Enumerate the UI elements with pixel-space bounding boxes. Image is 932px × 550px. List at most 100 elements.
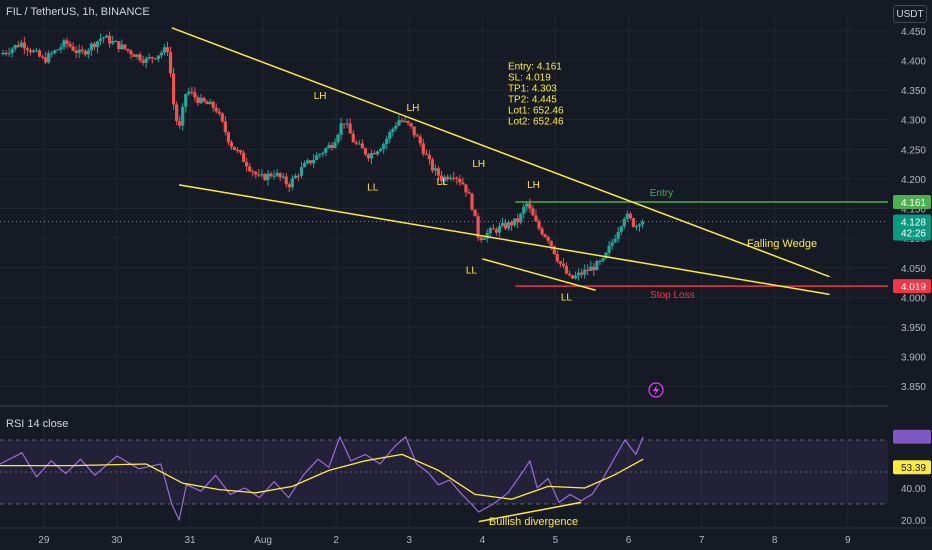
candle bbox=[449, 177, 453, 180]
candle bbox=[34, 50, 39, 52]
time-axis-tick: Aug bbox=[254, 535, 272, 546]
candle bbox=[25, 48, 30, 51]
time-axis-tick: 6 bbox=[626, 535, 632, 546]
candle bbox=[10, 48, 14, 54]
candle bbox=[561, 263, 565, 266]
candle bbox=[126, 48, 130, 51]
wedge-line bbox=[178, 184, 830, 296]
candle bbox=[628, 213, 632, 219]
candle bbox=[403, 120, 407, 122]
candle bbox=[156, 55, 160, 59]
stop-price-tag-text: 4.019 bbox=[901, 282, 926, 293]
rsi-axis-tick: 20.00 bbox=[901, 516, 926, 527]
lightning-icon[interactable] bbox=[648, 382, 664, 398]
candle bbox=[333, 142, 337, 148]
candle bbox=[604, 252, 608, 259]
candle bbox=[141, 60, 145, 63]
candle bbox=[433, 168, 438, 171]
candle bbox=[427, 154, 431, 160]
candle bbox=[573, 275, 578, 279]
candle bbox=[640, 221, 645, 225]
candle bbox=[586, 269, 590, 271]
currency-button[interactable]: USDT bbox=[893, 5, 927, 23]
time-axis-bg bbox=[0, 528, 932, 550]
candle bbox=[528, 203, 532, 209]
candle bbox=[552, 246, 556, 254]
candle bbox=[132, 54, 136, 57]
price-axis-tick: 4.450 bbox=[901, 27, 926, 38]
candle bbox=[479, 237, 483, 240]
rsi-value-tag bbox=[893, 429, 931, 444]
candle bbox=[302, 163, 307, 168]
price-axis-tick: 4.250 bbox=[901, 145, 926, 156]
rsi-ma-value-tag bbox=[893, 460, 931, 475]
candle bbox=[89, 43, 93, 51]
last-price-tag-text: 4.128 bbox=[901, 218, 926, 229]
candle bbox=[275, 173, 279, 176]
time-axis-tick: 8 bbox=[772, 535, 778, 546]
candle bbox=[634, 226, 639, 228]
candle bbox=[470, 193, 474, 210]
candle bbox=[443, 176, 447, 181]
candle bbox=[86, 50, 90, 55]
price-axis-tick: 4.400 bbox=[901, 56, 926, 67]
candle bbox=[522, 206, 526, 214]
candle bbox=[360, 143, 364, 149]
candle bbox=[260, 174, 264, 176]
candle bbox=[98, 38, 103, 42]
candle bbox=[388, 132, 392, 139]
candle bbox=[412, 126, 416, 136]
time-axis-tick: 9 bbox=[845, 535, 851, 546]
candle bbox=[257, 174, 261, 176]
price-axis-tick: 4.150 bbox=[901, 205, 926, 216]
candle bbox=[281, 176, 285, 178]
candle bbox=[455, 177, 459, 180]
candle bbox=[318, 154, 322, 156]
candle bbox=[543, 234, 547, 237]
price-axis-tick: 3.850 bbox=[901, 382, 926, 393]
candle bbox=[226, 132, 230, 143]
candle bbox=[558, 261, 562, 264]
time-axis-tick: 3 bbox=[407, 535, 413, 546]
candle bbox=[589, 266, 593, 271]
candle bbox=[68, 43, 72, 47]
candle bbox=[278, 173, 282, 178]
candle bbox=[379, 149, 383, 152]
candle bbox=[339, 123, 343, 135]
candle bbox=[44, 57, 48, 63]
candle bbox=[516, 218, 520, 223]
candle bbox=[178, 120, 182, 126]
trade-info-line: Lot2: 652.46 bbox=[508, 116, 564, 127]
stop-loss-label: Stop Loss bbox=[650, 290, 694, 301]
time-axis-tick: 2 bbox=[333, 535, 339, 546]
candle bbox=[467, 192, 471, 194]
candle bbox=[458, 179, 462, 183]
candle bbox=[232, 146, 237, 150]
candle bbox=[598, 261, 602, 263]
candle bbox=[537, 221, 541, 229]
candle bbox=[622, 218, 626, 227]
time-axis-tick: 5 bbox=[553, 535, 559, 546]
candle bbox=[500, 223, 505, 227]
candle bbox=[421, 143, 425, 154]
candle bbox=[171, 73, 176, 105]
candle bbox=[619, 226, 623, 232]
chart-title: FIL / TetherUS, 1h, BINANCE bbox=[6, 6, 150, 18]
candle bbox=[129, 50, 133, 55]
candle bbox=[506, 222, 511, 229]
candle bbox=[19, 42, 23, 47]
candle bbox=[138, 54, 142, 61]
candle bbox=[13, 44, 17, 49]
candle bbox=[41, 56, 45, 58]
lightning-icon-ring bbox=[648, 382, 664, 398]
entry-price-tag bbox=[893, 195, 931, 210]
candle bbox=[95, 41, 100, 48]
candle bbox=[580, 272, 584, 275]
price-axis-tick: 4.350 bbox=[901, 86, 926, 97]
candle bbox=[540, 228, 544, 235]
rsi-band bbox=[0, 440, 888, 504]
time-axis-tick: 7 bbox=[699, 535, 705, 546]
candle bbox=[510, 222, 514, 226]
candle bbox=[382, 144, 386, 150]
